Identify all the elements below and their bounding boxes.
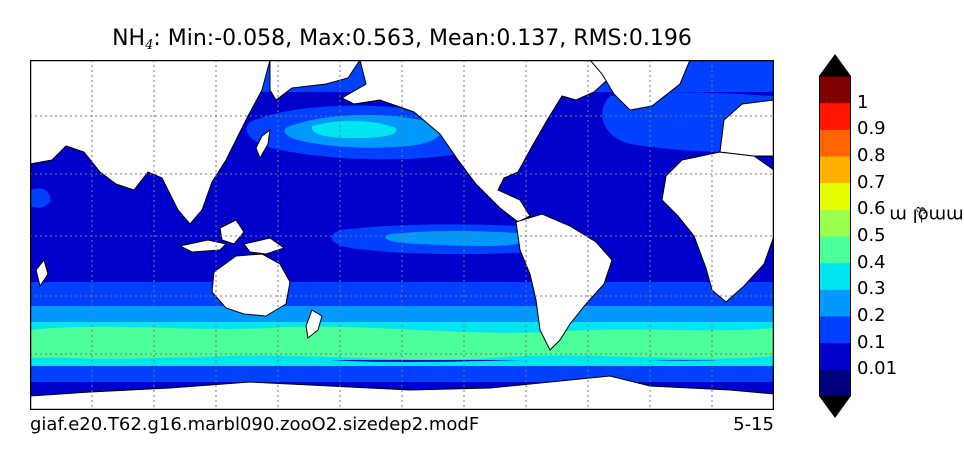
colorbar-tick-label: 0.8 — [857, 145, 886, 166]
africa — [661, 151, 774, 303]
map-frame — [30, 60, 774, 410]
south-america — [515, 213, 613, 351]
title-species-subscript: 4 — [145, 38, 154, 53]
colorbar — [819, 54, 851, 418]
greenland — [589, 60, 691, 111]
colorbar-segment — [819, 369, 851, 397]
north-america — [340, 60, 617, 223]
arabian-patch — [30, 188, 51, 208]
indonesia-2 — [219, 219, 245, 245]
colorbar-tick-label: 1 — [857, 91, 869, 113]
indonesia-1 — [178, 239, 227, 253]
eurasia-west — [30, 60, 271, 225]
period-label: 5-15 — [733, 414, 774, 435]
colorbar-frame — [819, 75, 851, 397]
plot-title: NH4: Min:-0.058, Max:0.563, Mean:0.137, … — [30, 26, 774, 53]
colorbar-segment — [819, 156, 851, 184]
new-zealand — [305, 309, 323, 339]
australia — [211, 253, 291, 317]
colorbar-tick-label: 0.2 — [857, 305, 886, 326]
colorbar-tick-label: 0.6 — [857, 198, 886, 220]
north-pacific-cyan — [311, 120, 397, 138]
colorbar-segment — [819, 236, 851, 264]
colorbar-tick-label: 0.5 — [857, 225, 886, 246]
europe-west — [719, 99, 774, 157]
colorbar-segment — [819, 182, 851, 210]
equatorial-pacific-mid — [385, 231, 532, 246]
colorbar-segment — [819, 262, 851, 290]
colorbar-segment — [819, 316, 851, 344]
colorbar-segment — [819, 76, 851, 104]
units-base: mmol m — [888, 204, 964, 226]
colorbar-segment — [819, 342, 851, 370]
new-guinea — [243, 237, 286, 255]
graticule — [30, 60, 774, 410]
colorbar-tick-label: 0.9 — [857, 118, 886, 140]
japan — [255, 128, 271, 160]
asia-north-coast — [269, 60, 361, 101]
colorbar-tick-label: 0.7 — [857, 171, 886, 193]
colorbar-segment — [819, 129, 851, 157]
colorbar-over-arrow — [819, 54, 851, 76]
colorbar-tick-label: 0.1 — [857, 331, 886, 353]
colorbar-segment — [819, 102, 851, 130]
colorbar-units: mmol m −3 — [889, 130, 963, 300]
southern-band-low — [30, 366, 774, 382]
madagascar — [35, 258, 49, 288]
colorbar-tick-label: 0.01 — [857, 358, 898, 380]
colorbar-tick-label: 0.4 — [857, 251, 886, 273]
colorbar-segment — [819, 289, 851, 317]
title-species: NH — [112, 26, 146, 51]
colorbar-segment — [819, 209, 851, 237]
ocean-map — [30, 60, 774, 410]
case-name-label: giaf.e20.T62.g16.marbl090.zooO2.sizedep2… — [30, 414, 480, 435]
colorbar-under-arrow — [819, 396, 851, 418]
title-stats: : Min:-0.058, Max:0.563, Mean:0.137, RMS… — [153, 26, 692, 51]
colorbar-tick-label: 0.3 — [857, 278, 886, 300]
